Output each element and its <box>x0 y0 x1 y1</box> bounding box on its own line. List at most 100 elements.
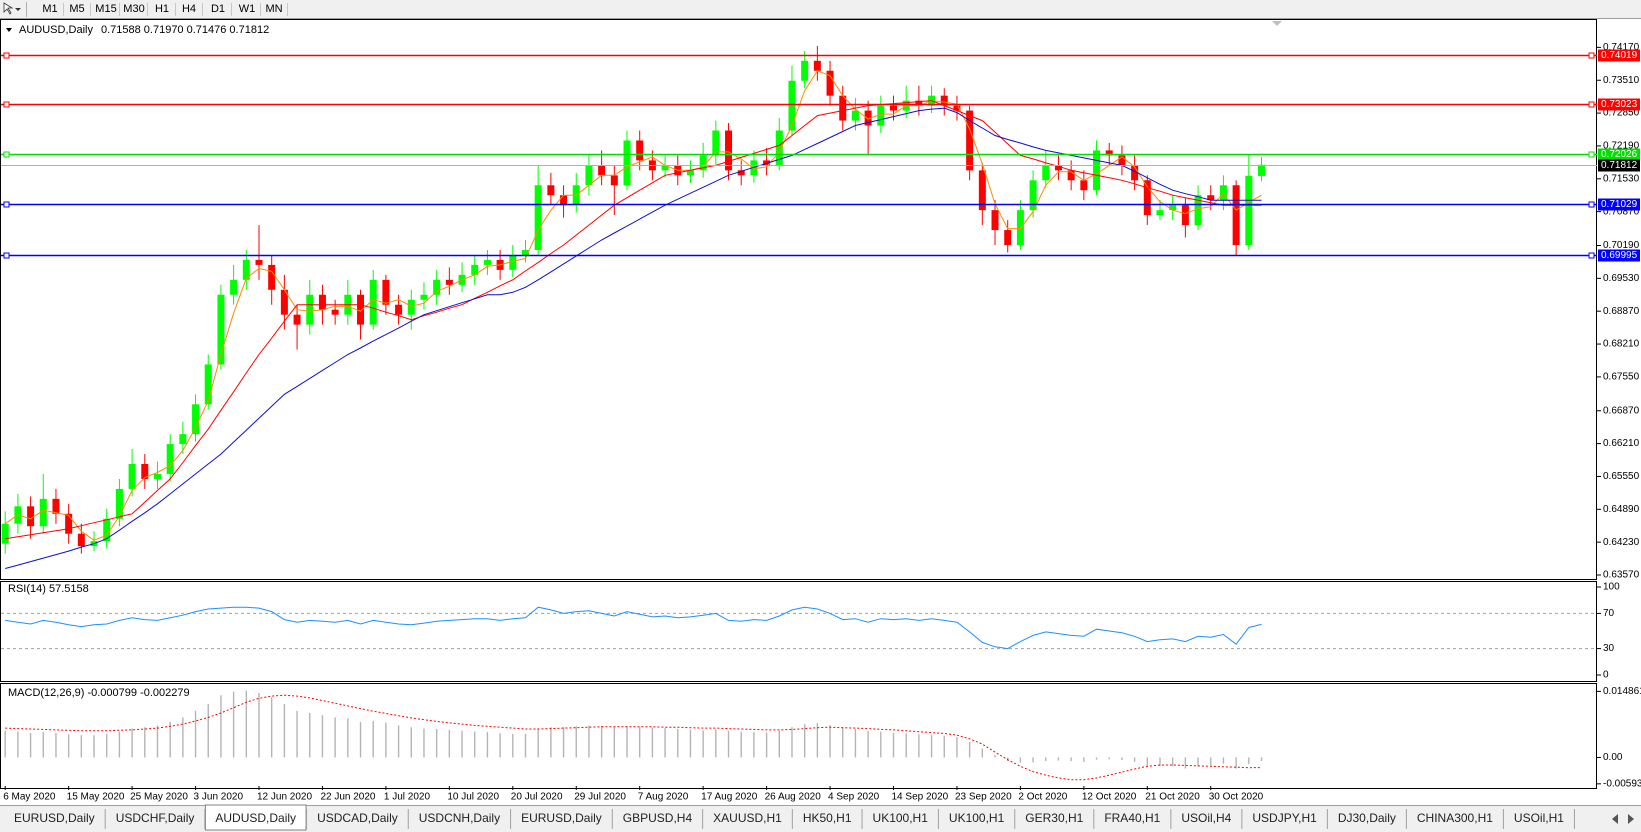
candle-body <box>813 60 821 71</box>
level-price-box <box>1598 49 1640 62</box>
candle-body <box>521 249 529 255</box>
tab[interactable]: USOil,H4 <box>1181 811 1231 825</box>
candle-body <box>318 294 326 310</box>
tab[interactable]: HK50,H1 <box>803 811 852 825</box>
tab[interactable]: FRA40,H1 <box>1104 811 1160 825</box>
candle-body <box>890 105 897 111</box>
timeframe-button[interactable]: M1 <box>42 3 57 15</box>
x-tick-label: 3 Jun 2020 <box>194 792 244 803</box>
candle-body <box>1 523 9 544</box>
candle-body <box>179 434 187 445</box>
timeframe-button[interactable]: M15 <box>95 3 116 15</box>
moving-average <box>4 70 1262 541</box>
y-tick-label: 30 <box>1603 643 1615 654</box>
tab[interactable]: EURUSD,Daily <box>14 811 95 825</box>
tab[interactable]: GER30,H1 <box>1025 811 1083 825</box>
level-handle <box>1588 101 1595 108</box>
y-tick-label: 0.00 <box>1603 752 1623 763</box>
tab[interactable]: USDJPY,H1 <box>1252 811 1317 825</box>
candle-body <box>750 160 758 176</box>
y-tick-label: 0.70870 <box>1603 206 1640 217</box>
x-tick-label: 14 Sep 2020 <box>892 792 949 803</box>
candle-body <box>103 518 111 542</box>
y-tick-label: 0.70190 <box>1603 240 1640 251</box>
candle-body <box>978 170 986 211</box>
candle-body <box>547 185 555 196</box>
tab[interactable]: USDCNH,Daily <box>419 811 500 825</box>
tab[interactable]: USDCAD,Daily <box>317 811 398 825</box>
candle-body <box>940 95 948 106</box>
level-price-box <box>1598 198 1640 211</box>
y-tick-label: 0.65550 <box>1603 471 1640 482</box>
y-tick-label: 0 <box>1603 670 1609 681</box>
cursor-icon[interactable] <box>3 2 14 15</box>
x-tick-label: 1 Jul 2020 <box>384 792 431 803</box>
level-handle <box>1588 252 1595 259</box>
candle-body <box>623 140 631 186</box>
candle-body <box>991 210 999 231</box>
candle-body <box>166 444 174 474</box>
dropdown-arrow[interactable] <box>15 8 21 11</box>
symbol-menu-arrow[interactable] <box>6 28 12 32</box>
candle-body <box>293 314 301 325</box>
chart-shift-marker <box>1272 21 1282 26</box>
level-handle <box>3 101 10 108</box>
candle-body <box>1219 185 1227 201</box>
candle-body <box>1118 155 1126 166</box>
x-tick-label: 23 Sep 2020 <box>955 792 1012 803</box>
candle-body <box>598 165 606 176</box>
y-tick-label: 0.68210 <box>1603 339 1640 350</box>
candle-body <box>1016 210 1024 245</box>
tab[interactable]: USOil,H1 <box>1514 811 1564 825</box>
timeframe-button[interactable]: MN <box>265 3 282 15</box>
tab[interactable]: UK100,H1 <box>873 811 929 825</box>
level-handle <box>1588 201 1595 208</box>
x-tick-label: 15 May 2020 <box>67 792 125 803</box>
y-tick-label: 0.64890 <box>1603 504 1640 515</box>
timeframe-button[interactable]: M30 <box>123 3 144 15</box>
candle-body <box>27 506 35 527</box>
moving-average <box>5 107 1262 569</box>
candle-body <box>788 80 796 131</box>
candle-body <box>192 404 200 435</box>
x-tick-label: 26 Aug 2020 <box>765 792 822 803</box>
candle-body <box>1131 165 1139 181</box>
tab[interactable]: UK100,H1 <box>949 811 1005 825</box>
y-tick-label: 100 <box>1603 582 1620 593</box>
candle-body <box>382 279 390 305</box>
timeframe-button[interactable]: H1 <box>155 3 169 15</box>
timeframe-button[interactable]: M5 <box>69 3 84 15</box>
candle-body <box>686 170 694 176</box>
tab-scroll-right[interactable] <box>1628 814 1634 824</box>
candle-body <box>1181 205 1189 226</box>
timeframe-button[interactable]: H4 <box>182 3 196 15</box>
level-price-box <box>1598 98 1640 111</box>
tab[interactable]: AUDUSD,Daily <box>215 811 296 825</box>
level-price-label: 0.71029 <box>1601 199 1638 210</box>
tab[interactable]: EURUSD,Daily <box>521 811 602 825</box>
tab[interactable]: XAUUSD,H1 <box>713 811 782 825</box>
signal-line <box>5 694 1262 781</box>
level-price-label: 0.72026 <box>1601 149 1638 160</box>
candle-body <box>737 170 745 176</box>
candle-body <box>77 533 85 547</box>
level-price-label: 0.69995 <box>1601 250 1638 261</box>
candle-body <box>395 304 403 315</box>
candle-body <box>1054 165 1062 171</box>
timeframe-button[interactable]: D1 <box>211 3 225 15</box>
tab[interactable]: USDCHF,Daily <box>116 811 195 825</box>
x-tick-label: 10 Jul 2020 <box>447 792 499 803</box>
level-handle <box>1588 151 1595 158</box>
tab-scroll-left[interactable] <box>1612 814 1618 824</box>
timeframe-button[interactable]: W1 <box>239 3 256 15</box>
y-tick-label: 0.72190 <box>1603 141 1640 152</box>
x-tick-label: 20 Jul 2020 <box>511 792 563 803</box>
y-tick-label: 0.73510 <box>1603 75 1640 86</box>
y-tick-label: 0.66210 <box>1603 438 1640 449</box>
candle-body <box>712 130 720 156</box>
tab[interactable]: CHINA300,H1 <box>1417 811 1493 825</box>
candle-body <box>864 110 872 126</box>
tab[interactable]: DJ30,Daily <box>1338 811 1396 825</box>
tab[interactable]: GBPUSD,H4 <box>623 811 693 825</box>
